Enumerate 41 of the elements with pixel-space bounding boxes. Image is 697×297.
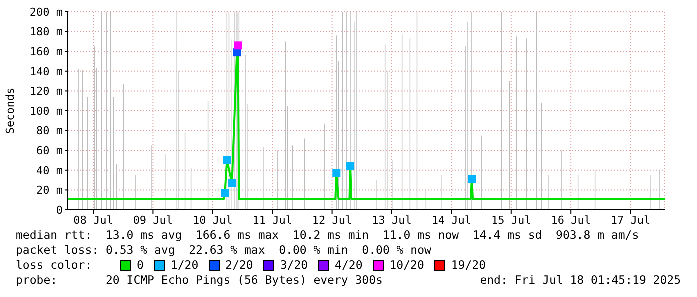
- text: probe: 20 ICMP Echo Pings (56 Bytes) every 300s: [16, 273, 383, 288]
- point: [332, 169, 341, 178]
- point: [234, 42, 242, 50]
- text: packet loss: 0.53 % avg 22.63 % max 0.00 % min 0.00 % now: [16, 243, 432, 258]
- x-tick-label: 10 Jul: [193, 214, 233, 227]
- x-tick-label: 11 Jul: [252, 214, 292, 227]
- y-tick-label: 120 m: [30, 85, 64, 98]
- y-tick-label: 0: [56, 204, 63, 217]
- y-tick-label: 60 m: [36, 144, 64, 158]
- y-tick-label: 160 m: [30, 46, 64, 59]
- y-axis-title: Seconds: [4, 88, 17, 134]
- legend-label: 0: [136, 258, 144, 273]
- x-tick-label: 09 Jul: [133, 214, 174, 227]
- text: end: Fri Jul 18 01:45:19 2025: [480, 273, 681, 288]
- point: [228, 179, 236, 188]
- x-tick-label: 08 Jul: [74, 214, 114, 227]
- y-tick-label: 100 m: [30, 104, 64, 118]
- x-tick-label: 14 Jul: [432, 214, 472, 227]
- x-tick-label: 17 Jul: [610, 214, 651, 227]
- legend-label: 2/20: [224, 258, 254, 273]
- text: median rtt: 13.0 ms avg 166.6 ms max 10.2 ms min 11.0 ms now 14.4 ms sd 903.8 m am/s: [16, 228, 640, 243]
- x-tick-label: 12 Jul: [312, 214, 352, 227]
- legend-label: 1/20: [170, 258, 199, 273]
- legend-label: 3/20: [279, 258, 308, 273]
- point: [468, 175, 476, 184]
- legend-label: 4/20: [334, 258, 363, 273]
- y-tick-label: 20 m: [36, 184, 64, 198]
- x-tick-label: 13 Jul: [372, 214, 412, 227]
- legend-title: loss color:: [16, 258, 94, 273]
- x-tick-label: 16 Jul: [551, 214, 591, 227]
- y-tick-label: 180 m: [30, 26, 64, 39]
- y-tick-label: 140 m: [30, 65, 64, 78]
- x-tick-label: 15 Jul: [492, 214, 532, 227]
- legend-label: 10/20: [388, 258, 424, 273]
- legend-label: 19/20: [450, 258, 486, 273]
- y-tick-label: 200 m: [30, 6, 64, 19]
- y-tick-label: 40 m: [36, 164, 64, 178]
- y-tick-label: 80 m: [36, 124, 64, 138]
- point: [221, 189, 230, 198]
- point: [223, 156, 232, 164]
- point: [346, 162, 355, 170]
